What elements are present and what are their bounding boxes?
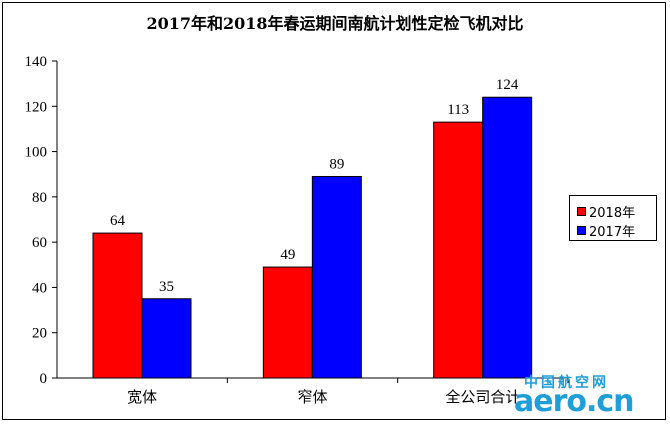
y-tick-label: 60: [32, 235, 47, 251]
data-label: 49: [280, 247, 295, 263]
data-label: 89: [329, 156, 344, 172]
y-tick-label: 0: [40, 371, 48, 387]
legend-item-2018: 2018年: [577, 202, 635, 221]
y-tick-label: 120: [25, 99, 48, 115]
bar-2017: [311, 175, 362, 379]
watermark-cn: 中国航空网: [524, 375, 609, 391]
watermark-en: aero.cn: [514, 384, 635, 419]
y-tick-label: 140: [25, 54, 48, 70]
legend-swatch-2018: [577, 207, 586, 216]
data-label: 113: [447, 102, 469, 118]
watermark-logo: 中国航空网 aero.cn: [510, 372, 668, 422]
legend-swatch-2017: [577, 226, 586, 235]
category-label: 宽体: [127, 388, 157, 406]
legend-label-2017: 2017年: [589, 225, 636, 240]
chart-title: 2017年和2018年春运期间南航计划性定检飞机对比: [146, 14, 524, 33]
data-label: 35: [159, 279, 174, 295]
y-tick-label: 40: [32, 280, 47, 296]
bar-2018: [433, 121, 484, 379]
category-label: 窄体: [297, 388, 327, 406]
bar-2017: [141, 298, 192, 379]
data-label: 64: [110, 213, 126, 229]
bar-2018: [92, 232, 143, 379]
y-tick-label: 100: [25, 145, 48, 161]
legend-item-2017: 2017年: [577, 221, 635, 240]
legend: 2018年 2017年: [569, 195, 657, 241]
category-label: 全公司合计: [445, 388, 520, 406]
bar-2017: [482, 96, 533, 379]
legend-label-2018: 2018年: [589, 206, 636, 221]
data-label: 124: [496, 77, 519, 93]
bar-2018: [262, 266, 313, 379]
y-tick-label: 20: [32, 326, 47, 342]
y-tick-label: 80: [32, 190, 47, 206]
